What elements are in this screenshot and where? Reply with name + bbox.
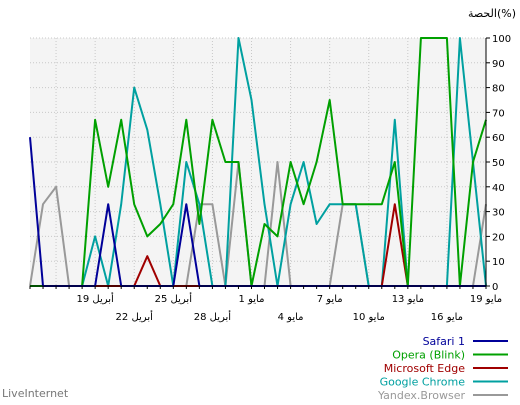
- legend-label: Google Chrome: [380, 376, 466, 389]
- x-tick-label: 13 مايو: [392, 294, 424, 305]
- y-tick-label: 30: [492, 208, 505, 219]
- x-tick-label: 1 مايو: [239, 294, 265, 305]
- legend-label: Microsoft Edge: [384, 362, 465, 375]
- y-tick-label: 90: [492, 59, 505, 70]
- x-tick-label: 7 مايو: [317, 294, 343, 305]
- x-tick-label: 22 أبريل: [116, 310, 154, 323]
- x-tick-label: 19 أبريل: [76, 292, 114, 305]
- x-tick-label: 28 أبريل: [194, 310, 232, 323]
- series-line-opera-blink: [30, 37, 487, 287]
- y-tick-label: 20: [492, 232, 505, 243]
- legend-label: Yandex.Browser: [377, 389, 466, 402]
- y-tick-label: 10: [492, 257, 505, 268]
- y-tick-label: 70: [492, 108, 505, 119]
- x-tick-label: 10 مايو: [353, 312, 385, 323]
- y-tick-label: 100: [492, 34, 511, 45]
- legend-label: Safari 1: [423, 335, 465, 348]
- y-tick-label: 60: [492, 133, 505, 144]
- y-axis-label: الحصة(%): [468, 7, 516, 20]
- x-tick-label: 4 مايو: [278, 312, 304, 323]
- x-tick-label: 19 مايو: [470, 294, 502, 305]
- legend-label: Opera (Blink): [392, 349, 465, 362]
- y-tick-label: 0: [492, 282, 498, 293]
- y-tick-label: 40: [492, 183, 505, 194]
- y-tick-label: 80: [492, 84, 505, 95]
- x-tick-label: 25 أبريل: [155, 292, 193, 305]
- y-tick-label: 50: [492, 158, 505, 169]
- footer-brand: LiveInternet: [2, 387, 69, 400]
- x-tick-label: 16 مايو: [431, 312, 463, 323]
